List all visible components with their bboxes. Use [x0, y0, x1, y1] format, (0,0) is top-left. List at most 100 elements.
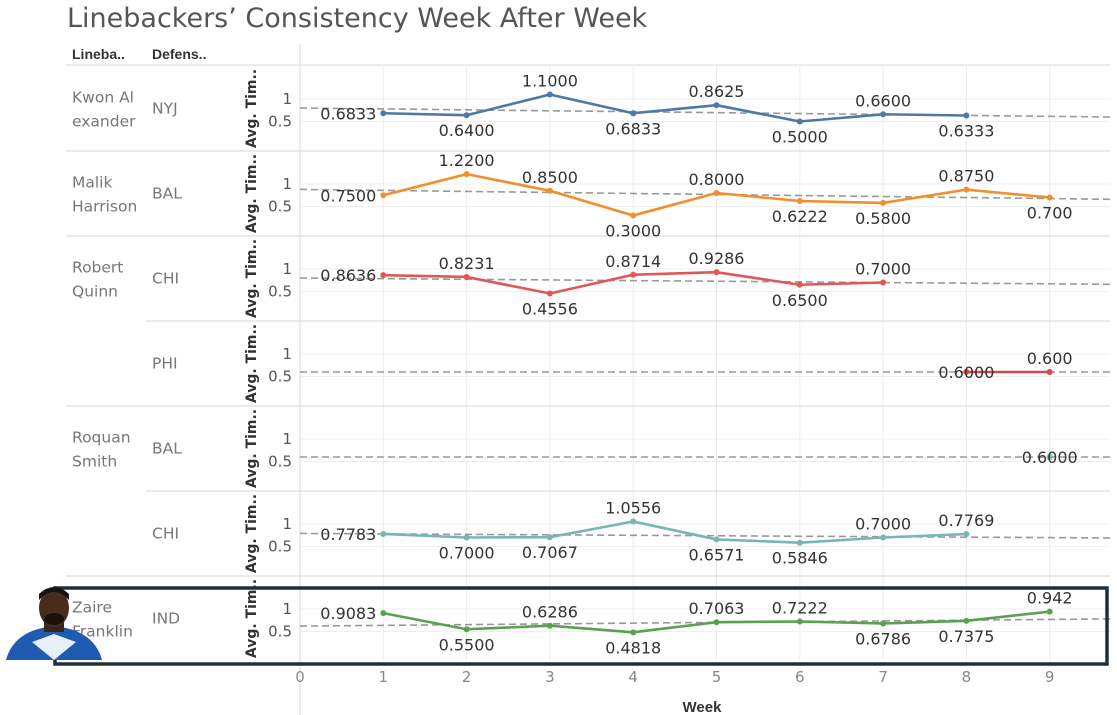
data-label: 0.8500 [522, 168, 578, 187]
data-point [880, 279, 887, 286]
data-point [546, 534, 553, 541]
data-label: 0.8231 [439, 254, 495, 273]
data-label: 1.2200 [439, 151, 495, 170]
data-label: 0.6600 [855, 91, 911, 110]
data-point [546, 91, 553, 98]
y-tick-label: 0.5 [268, 283, 292, 301]
data-point [380, 272, 387, 279]
trend-line [299, 188, 1111, 201]
defense-name: BAL [152, 185, 182, 203]
data-label: 0.6286 [522, 603, 578, 622]
data-point [630, 212, 637, 219]
y-axis-label: Avg. Tim.. [244, 494, 260, 573]
data-label: 0.5800 [855, 209, 911, 228]
trend-line [299, 532, 1111, 539]
data-point [463, 112, 470, 119]
data-point [630, 518, 637, 525]
data-point [380, 530, 387, 537]
data-label: 1.0556 [605, 498, 661, 517]
y-tick-label: 1 [282, 515, 292, 533]
x-tick-label: 6 [795, 668, 805, 686]
data-label: 0.6400 [439, 121, 495, 140]
data-label: 0.6500 [772, 291, 828, 310]
y-tick-label: 0.5 [268, 368, 292, 386]
defense-name: CHI [152, 525, 179, 543]
data-label: 0.6833 [605, 119, 661, 138]
data-point [463, 534, 470, 541]
data-point [630, 629, 637, 636]
data-point [463, 171, 470, 178]
data-point [880, 199, 887, 206]
data-point [963, 186, 970, 193]
y-axis-label: Avg. Tim.. [244, 154, 260, 233]
data-point [713, 269, 720, 276]
y-tick-label: 0.5 [268, 453, 292, 471]
header-linebacker: Lineba.. [72, 46, 125, 62]
data-point [713, 536, 720, 543]
data-point [880, 111, 887, 118]
data-label: 0.4818 [605, 638, 661, 657]
data-point [1046, 194, 1053, 201]
data-point [630, 271, 637, 278]
y-tick-label: 0.5 [268, 538, 292, 556]
y-axis-label: Avg. Tim.. [244, 409, 260, 488]
chart-title: Linebackers’ Consistency Week After Week [67, 3, 648, 34]
data-label: 0.6222 [772, 207, 828, 226]
y-tick-label: 0.5 [268, 113, 292, 131]
linebacker-name: Robert Quinn [72, 259, 123, 301]
y-tick-label: 0.5 [268, 198, 292, 216]
data-label: 0.6571 [689, 545, 745, 564]
data-label: 0.6333 [938, 122, 994, 141]
data-label: 0.7769 [938, 511, 994, 530]
data-label: 0.9286 [689, 249, 745, 268]
data-point [963, 531, 970, 538]
defense-name: BAL [152, 440, 182, 458]
linebacker-name: Malik Harrison [72, 174, 137, 216]
defense-name: PHI [152, 355, 178, 373]
data-point [463, 273, 470, 280]
data-point [796, 198, 803, 205]
data-point [963, 617, 970, 624]
y-tick-label: 1 [282, 90, 292, 108]
data-point [1046, 369, 1053, 375]
x-tick-label: 5 [712, 668, 722, 686]
trend-line [299, 107, 1111, 118]
data-label: 0.7067 [522, 543, 578, 562]
data-label: 0.9083 [320, 604, 376, 623]
defense-name: NYJ [152, 100, 178, 118]
data-label: 0.942 [1027, 589, 1073, 608]
data-label: 0.7063 [689, 599, 745, 618]
data-point [713, 619, 720, 626]
data-point [546, 187, 553, 194]
x-tick-label: 4 [628, 668, 638, 686]
data-label: 0.5000 [772, 128, 828, 147]
x-tick-label: 1 [379, 668, 389, 686]
data-point [380, 610, 387, 617]
data-point [546, 290, 553, 297]
header-defense: Defens.. [152, 46, 206, 62]
data-label: 0.7783 [320, 525, 376, 544]
data-point [1046, 454, 1053, 460]
data-label: 0.600 [1027, 349, 1073, 368]
x-tick-label: 9 [1045, 668, 1055, 686]
data-point [963, 112, 970, 119]
data-point [713, 190, 720, 196]
x-tick-label: 2 [462, 668, 472, 686]
y-tick-label: 1 [282, 430, 292, 448]
data-point [963, 369, 970, 375]
series-line [383, 520, 967, 544]
data-label: 0.7000 [439, 544, 495, 563]
data-label: 0.3000 [605, 222, 661, 241]
series-line [383, 93, 967, 123]
data-point [630, 110, 637, 117]
data-label: 0.5846 [772, 549, 828, 568]
data-label: 0.8000 [689, 170, 745, 189]
data-point [796, 118, 803, 125]
data-point [463, 626, 470, 633]
linebacker-name: Zaire Franklin [72, 599, 133, 641]
data-label: 0.700 [1027, 204, 1073, 223]
defense-name: CHI [152, 270, 179, 288]
y-axis-label: Avg. Tim.. [244, 69, 260, 148]
data-label: 0.6786 [855, 629, 911, 648]
